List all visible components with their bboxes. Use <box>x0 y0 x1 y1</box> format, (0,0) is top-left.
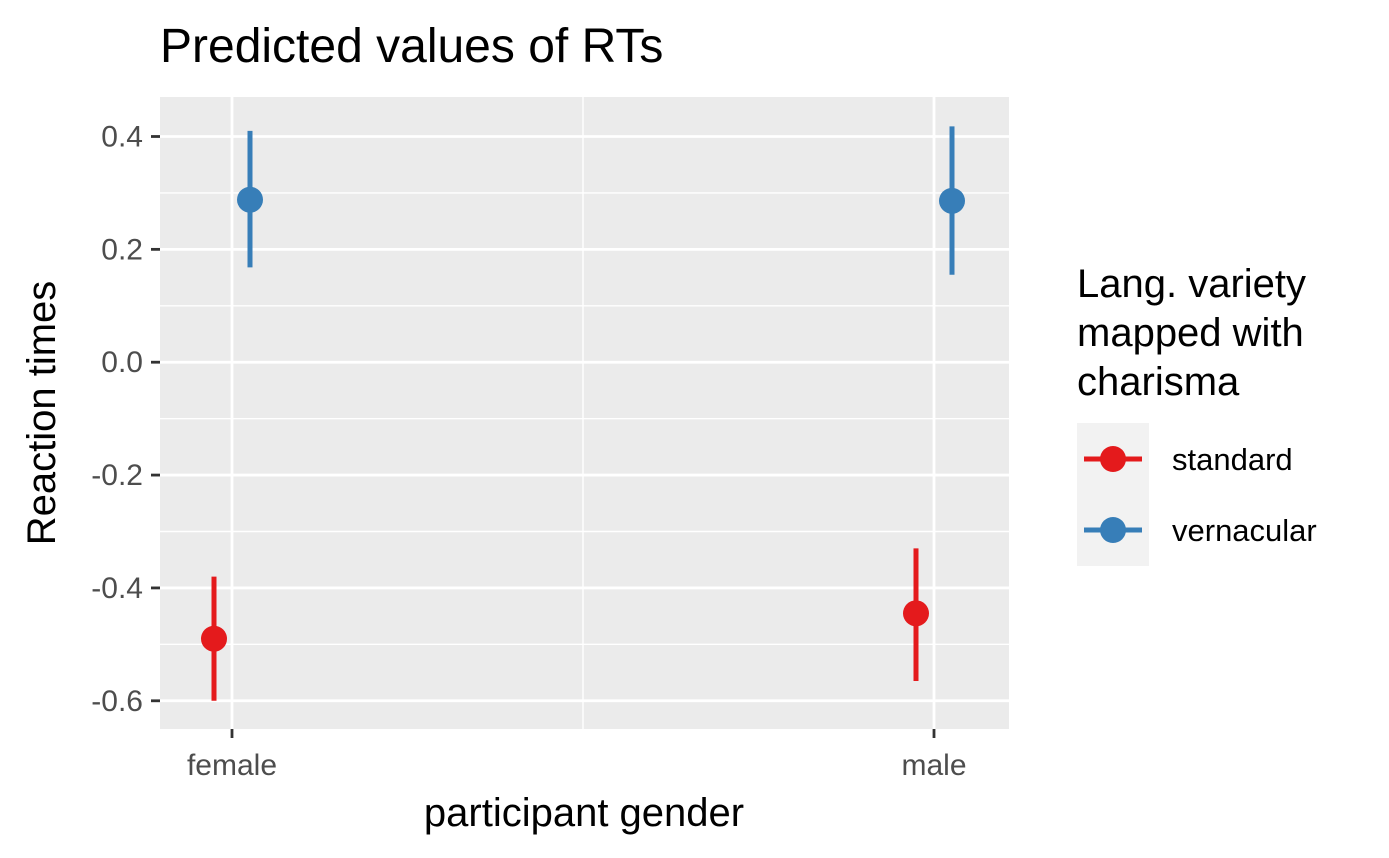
legend-key-background <box>1077 423 1149 566</box>
legend-title: Lang. variety mapped with charisma <box>1077 262 1306 404</box>
y-tick-label: -0.4 <box>91 572 143 605</box>
legend-label: vernacular <box>1172 513 1317 548</box>
y-axis: -0.6 -0.4 -0.2 0.0 0.2 0.4 <box>91 121 160 718</box>
legend-title-line: charisma <box>1077 360 1240 404</box>
x-tick-label: male <box>901 749 966 782</box>
y-tick-label: -0.6 <box>91 685 143 718</box>
chart-title: Predicted values of RTs <box>160 20 663 73</box>
grid-minor <box>160 97 1009 729</box>
series-vernacular <box>237 126 965 275</box>
x-axis: female male <box>187 729 967 782</box>
legend-title-line: Lang. variety <box>1077 262 1306 306</box>
legend-key-point <box>1100 517 1126 543</box>
legend-title-line: mapped with <box>1077 311 1304 355</box>
series-standard <box>201 548 929 701</box>
y-tick-label: 0.0 <box>101 346 143 379</box>
legend-items: standard vernacular <box>1077 423 1317 566</box>
y-tick-label: 0.4 <box>101 121 143 154</box>
y-tick-label: 0.2 <box>101 233 143 266</box>
legend-label: standard <box>1172 442 1293 477</box>
data-marks <box>201 126 965 701</box>
grid-major <box>160 97 1009 729</box>
y-tick-label: -0.2 <box>91 459 143 492</box>
data-point <box>939 187 965 214</box>
x-tick-label: female <box>187 749 277 782</box>
data-point <box>237 186 263 213</box>
data-point <box>201 625 227 652</box>
plot-panel <box>160 97 1009 729</box>
legend-key-point <box>1100 446 1126 472</box>
legend: Lang. variety mapped with charisma standar… <box>1077 262 1317 566</box>
x-axis-label: participant gender <box>424 791 744 835</box>
y-axis-label: Reaction times <box>20 281 64 546</box>
data-point <box>903 600 929 627</box>
